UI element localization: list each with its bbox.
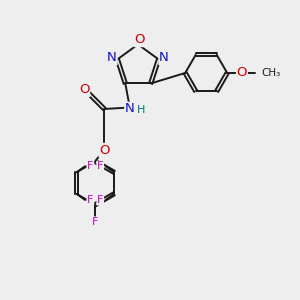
Text: O: O	[134, 33, 145, 46]
Text: O: O	[79, 83, 89, 96]
Text: CH₃: CH₃	[261, 68, 280, 78]
Text: F: F	[87, 161, 94, 171]
Text: N: N	[125, 103, 135, 116]
Text: H: H	[137, 105, 146, 115]
Text: N: N	[107, 51, 117, 64]
Text: F: F	[97, 195, 104, 205]
Text: F: F	[97, 161, 104, 171]
Text: N: N	[159, 51, 169, 64]
Text: F: F	[92, 217, 98, 227]
Text: O: O	[99, 144, 110, 157]
Text: F: F	[87, 195, 94, 205]
Text: O: O	[237, 67, 247, 80]
